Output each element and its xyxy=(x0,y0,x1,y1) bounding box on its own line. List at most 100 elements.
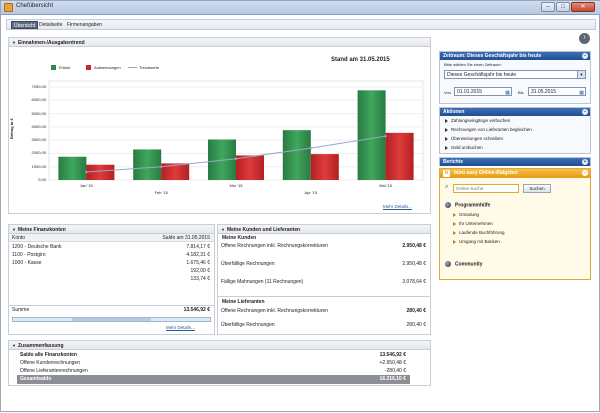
topic-banken[interactable]: Umgang mit Banken xyxy=(453,239,500,244)
aktion-geld-umbuchen[interactable]: Geld umbuchen xyxy=(445,145,483,150)
table-row[interactable]: Offene Kundenrechnungen +2.950,48 € xyxy=(17,359,410,368)
trend-point xyxy=(309,146,312,150)
horizontal-scrollbar[interactable] xyxy=(12,317,211,322)
row-label: Offene Lieferantenrechnungen xyxy=(20,368,88,374)
community-orb-icon xyxy=(445,261,451,267)
row-value: +2.950,48 € xyxy=(379,360,406,366)
aktionen-header[interactable]: Aktionen − xyxy=(440,108,590,116)
x-tick-label: Apr '15 xyxy=(304,190,318,195)
legend-item-trend: Trendwerte xyxy=(128,65,159,70)
topic-buchfuehrung[interactable]: Laufende Buchführung xyxy=(453,230,505,235)
finanzkonten-column-header: Konto Saldo am 31.05.2015 xyxy=(9,234,214,242)
tab-uebersicht[interactable]: Übersicht xyxy=(11,21,39,29)
forward-arrow-icon[interactable]: › xyxy=(579,33,590,44)
row-value: -280,40 € xyxy=(384,368,406,374)
table-row[interactable]: Überfällige Rechnungen 2.950,48 € xyxy=(218,260,430,269)
maximize-button[interactable]: □ xyxy=(556,2,570,12)
row-label: 1100 - Postgiro xyxy=(12,252,46,258)
chevron-down-icon[interactable]: ▼ xyxy=(577,71,585,78)
collapse-icon[interactable]: − xyxy=(582,170,588,176)
legend-label-erloese: Erlöse xyxy=(59,65,71,70)
ratgeber-panel: b büro easy Online-Ratgeber − ⌕ Suchen Pro… xyxy=(439,168,591,280)
table-row[interactable]: Offene Lieferantenrechnungen -280,40 € xyxy=(17,367,410,376)
bis-date-field[interactable]: 31.05.2015 ▦ xyxy=(528,87,586,96)
table-row[interactable]: Fällige Mahnungen (11 Rechnungen) 3.078,6… xyxy=(218,278,430,287)
calendar-icon[interactable]: ▦ xyxy=(505,90,510,96)
legend-item-aufwendungen: Aufwendungen xyxy=(86,65,121,71)
table-row[interactable]: 1000 - Kasse 1.675,46 € xyxy=(9,259,214,268)
table-row[interactable]: 133,74 € xyxy=(9,275,214,284)
ratgeber-title: büro easy Online-Ratgeber xyxy=(454,170,518,176)
chart-panel-header[interactable]: ▼ Einnahmen-/Ausgabentrend xyxy=(9,38,430,47)
row-label: Überfällige Rechnungen xyxy=(221,322,275,328)
collapse-icon[interactable]: − xyxy=(582,53,588,59)
zeitraum-prompt: Bitte wählen Sie einen Zeitraum: xyxy=(444,62,502,67)
column-saldo[interactable]: Saldo am 31.05.2015 xyxy=(162,235,210,241)
legend-label-aufwendungen: Aufwendungen xyxy=(94,65,121,70)
table-row[interactable]: 1100 - Postgiro 4.182,31 € xyxy=(9,251,214,260)
aktion-zahlungseingaenge[interactable]: Zahlungseingänge verbuchen xyxy=(445,118,510,123)
trend-point xyxy=(234,157,238,160)
programmhilfe-heading[interactable]: Programmhilfe xyxy=(445,202,490,208)
table-row[interactable]: 192,00 € xyxy=(9,267,214,276)
kunden-header[interactable]: ▼ Meine Kunden und Lieferanten xyxy=(218,225,430,234)
row-label: 1000 - Kasse xyxy=(12,260,42,266)
aktion-ueberweisungen[interactable]: Überweisungen schreiben xyxy=(445,136,503,141)
table-row[interactable]: 1200 - Deutsche Bank 7.814,17 € xyxy=(9,243,214,252)
aktion-rechnungen-begleichen[interactable]: Rechnungen von Lieferanten begleichen xyxy=(445,127,532,132)
table-row[interactable]: Gesamtsaldo 16.216,10 € xyxy=(17,375,410,384)
programmhilfe-label: Programmhilfe xyxy=(455,202,491,209)
y-tick-label: 1000,00 xyxy=(31,163,46,169)
community-heading[interactable]: Community xyxy=(445,261,483,267)
collapse-icon[interactable]: − xyxy=(582,109,588,115)
finanzkonten-header[interactable]: ▼ Meine Finanzkonten xyxy=(9,225,214,234)
row-label: Fällige Mahnungen (11 Rechnungen) xyxy=(221,279,304,285)
scrollbar-thumb[interactable] xyxy=(72,318,151,321)
row-value: 1.675,46 € xyxy=(186,260,210,266)
tab-detailseite[interactable]: Detailseite xyxy=(39,22,63,28)
bar-aufwendungen xyxy=(310,154,339,180)
bis-label: Bis xyxy=(518,90,524,95)
chart-stand-date: Stand am 31.05.2015 xyxy=(331,57,390,63)
table-row[interactable]: Überfällige Rechnungen 280,40 € xyxy=(218,321,430,330)
row-label: Saldo alle Finanzkonten xyxy=(20,352,77,358)
summe-row: Summe 13.546,92 € xyxy=(9,305,214,314)
summe-label: Summe xyxy=(12,307,30,313)
title-bar: Chefübersicht – □ ✕ xyxy=(1,1,600,15)
y-tick-label: 3000,00 xyxy=(31,137,46,143)
berichte-header[interactable]: Berichte + xyxy=(440,158,590,166)
zeitraum-header[interactable]: Zeitraum: Dieses Geschäftsjahr bis heute… xyxy=(440,52,590,60)
table-row[interactable]: Offene Rechnungen inkl. Rechnungskorrekt… xyxy=(218,307,430,316)
zeitraum-title: Zeitraum: Dieses Geschäftsjahr bis heute xyxy=(443,53,542,59)
search-button[interactable]: Suchen xyxy=(523,184,551,193)
table-row[interactable]: Saldo alle Finanzkonten 13.546,92 € xyxy=(17,351,410,360)
bar-erloese xyxy=(357,90,386,180)
table-row[interactable]: Offene Rechnungen inkl. Rechnungskorrekt… xyxy=(218,242,430,251)
zeitraum-select[interactable]: Dieses Geschäftsjahr bis heute ▼ xyxy=(444,70,586,79)
topic-unternehmen[interactable]: Ihr Unternehmen xyxy=(453,221,493,226)
calendar-icon[interactable]: ▦ xyxy=(579,90,584,96)
row-value: 4.182,31 € xyxy=(186,252,210,258)
expand-icon[interactable]: + xyxy=(582,159,588,165)
bar-aufwendungen xyxy=(385,132,414,180)
row-value: 2.950,48 € xyxy=(402,243,426,249)
legend-label-trend: Trendwerte xyxy=(139,65,160,70)
kunden-lieferanten-panel: ▼ Meine Kunden und Lieferanten Meine Kund… xyxy=(217,224,431,335)
minimize-button[interactable]: – xyxy=(541,2,555,12)
chart-details-link[interactable]: Mehr Details... xyxy=(383,204,413,209)
zusammenfassung-header[interactable]: ▼ Zusammenfassung xyxy=(9,341,430,350)
topic-gruendung[interactable]: Gründung xyxy=(453,212,479,217)
ratgeber-header[interactable]: b büro easy Online-Ratgeber − xyxy=(440,169,590,178)
close-button[interactable]: ✕ xyxy=(571,2,595,12)
row-label: Offene Rechnungen inkl. Rechnungskorrekt… xyxy=(221,308,328,314)
aktionen-title: Aktionen xyxy=(443,109,465,115)
von-date-field[interactable]: 01.01.2015 ▦ xyxy=(454,87,512,96)
x-tick-label: Mrz '15 xyxy=(229,183,243,188)
row-value: 280,40 € xyxy=(406,322,426,328)
legend-swatch-aufwendungen xyxy=(86,65,91,71)
tab-firmenangaben[interactable]: Firmenangaben xyxy=(67,22,103,28)
search-input[interactable] xyxy=(453,184,519,193)
finanzkonten-details-link[interactable]: Mehr Details... xyxy=(166,325,196,330)
column-konto[interactable]: Konto xyxy=(12,235,26,241)
